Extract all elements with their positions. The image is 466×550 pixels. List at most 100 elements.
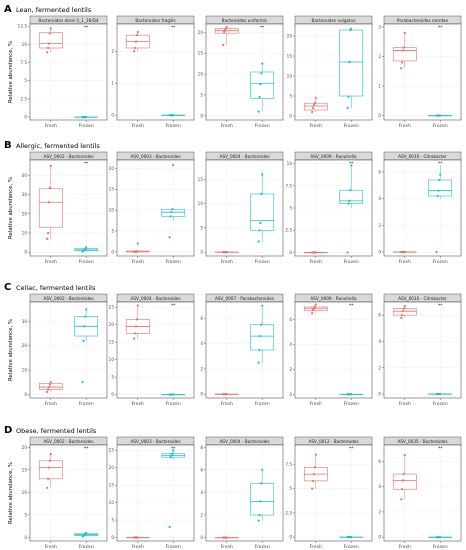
data-point: [400, 488, 404, 491]
fresh-box: [214, 393, 239, 396]
y-tick-label: 2: [200, 366, 203, 371]
frozen-box: [161, 393, 186, 396]
fresh-box: [392, 304, 417, 319]
panel-background: [294, 301, 373, 399]
row-title: Celiac, fermented lentils: [16, 284, 96, 292]
y-tick-label: 8: [200, 445, 203, 450]
data-point: [257, 110, 260, 113]
data-point: [346, 106, 349, 110]
y-axis-label: Relative abundance, %: [8, 177, 14, 239]
box-iqr: [250, 324, 275, 351]
x-tick-label: Frozen: [433, 123, 448, 129]
box-iqr: [250, 483, 275, 516]
facet-title: ASV_0012 - Bacteroides: [308, 439, 358, 444]
frozen-box: [428, 165, 453, 254]
data-point: [312, 104, 316, 107]
y-tick-label: 2: [289, 367, 292, 372]
facet-title: ASV_0002 - Bacteroides: [43, 439, 93, 444]
y-tick-label: 0: [24, 250, 27, 255]
x-tick-label: Fresh: [310, 401, 322, 407]
data-point: [223, 29, 227, 32]
data-point: [314, 96, 317, 100]
facet-title: ASV_0010 - Citrobacter: [398, 154, 447, 159]
data-point: [350, 393, 353, 396]
facet-title: Bacteroides dorei 5_1_36/D4: [38, 18, 98, 23]
data-point: [400, 316, 403, 319]
data-point: [46, 46, 50, 50]
significance-label: **: [349, 446, 354, 452]
y-axis-label: Relative abundance, %: [8, 319, 14, 381]
y-tick-label: 1: [111, 81, 114, 86]
facet-title: ASV_0009 - Ranuhella: [310, 296, 357, 301]
data-point: [259, 500, 262, 503]
y-tick-label: 4: [289, 342, 292, 347]
fresh-box: [214, 25, 239, 46]
data-point: [314, 251, 317, 254]
y-tick-label: 20: [287, 34, 293, 39]
x-tick-label: Fresh: [310, 123, 322, 129]
significance-label: **: [349, 161, 354, 167]
x-tick-label: Frozen: [255, 259, 270, 265]
frozen-box: [250, 62, 275, 113]
significance-label: **: [84, 161, 89, 167]
data-point: [347, 95, 350, 98]
data-point: [47, 385, 51, 389]
data-point: [350, 536, 353, 539]
data-point: [48, 459, 51, 462]
data-point: [46, 231, 50, 235]
x-tick-label: Fresh: [132, 123, 144, 129]
data-point: [136, 304, 139, 307]
x-tick-label: Fresh: [310, 259, 322, 265]
data-point: [135, 318, 138, 321]
y-axis-label: Relative abundance, %: [8, 41, 14, 103]
data-point: [133, 50, 136, 53]
y-tick-label: 0: [111, 249, 114, 254]
x-tick-label: Fresh: [45, 259, 57, 265]
data-point: [134, 325, 138, 328]
frozen-box: [339, 164, 364, 254]
significance-label: **: [171, 25, 176, 31]
facet-panel: ASV_0035 - Bacteroides 0 2 4 6 Fresh Frozen **: [378, 436, 462, 550]
data-point: [46, 486, 49, 489]
data-point: [260, 482, 263, 485]
y-tick-label: 5: [289, 94, 292, 99]
data-point: [225, 393, 228, 396]
fresh-box: [125, 242, 150, 253]
data-point: [136, 536, 139, 539]
data-point: [85, 246, 88, 249]
fresh-box: [38, 164, 63, 240]
data-point: [349, 189, 352, 192]
data-point: [258, 95, 261, 99]
facet-title: ASV_0002 - Bacteroides: [43, 154, 93, 159]
x-tick-label: Frozen: [79, 123, 94, 129]
data-point: [136, 30, 139, 34]
y-tick-label: 4: [378, 196, 381, 201]
box-iqr: [38, 188, 63, 228]
y-tick-label: 2.5: [285, 510, 292, 515]
data-point: [83, 325, 86, 328]
y-tick-label: 10: [22, 368, 28, 373]
significance-label: **: [84, 25, 89, 31]
data-point: [46, 390, 49, 394]
data-point: [46, 51, 49, 54]
row-title: Lean, fermented lentils: [16, 6, 92, 14]
facet-title: ASV_0004 - Bacteroides: [219, 154, 269, 159]
facet-panel: Bacteroides fragilis 0 1 2 Fresh Frozen **: [111, 15, 195, 129]
facet-panel: ASV_0009 - Ranuhella 0 2.5 5 7.5 10 Fresh Froze…: [285, 151, 373, 265]
data-point: [350, 164, 353, 167]
x-tick-label: Frozen: [255, 123, 270, 129]
box-iqr: [38, 383, 63, 390]
y-tick-label: 6: [378, 170, 381, 175]
fresh-box: [38, 381, 63, 394]
y-tick-label: 25: [109, 448, 115, 453]
significance-label: **: [349, 303, 354, 309]
data-point: [172, 163, 175, 167]
x-tick-label: Frozen: [433, 259, 448, 265]
facet-panel: ASV_0010 - Citrobacter 0 2 4 6 Fresh Frozen **: [378, 293, 462, 407]
frozen-box: [339, 536, 364, 539]
y-tick-label: 2: [200, 513, 203, 518]
y-tick-label: 0: [378, 392, 381, 397]
y-tick-label: 2: [378, 54, 381, 59]
box-iqr: [38, 32, 63, 49]
facet-title: ASV_0004 - Bacteroides: [219, 439, 269, 444]
